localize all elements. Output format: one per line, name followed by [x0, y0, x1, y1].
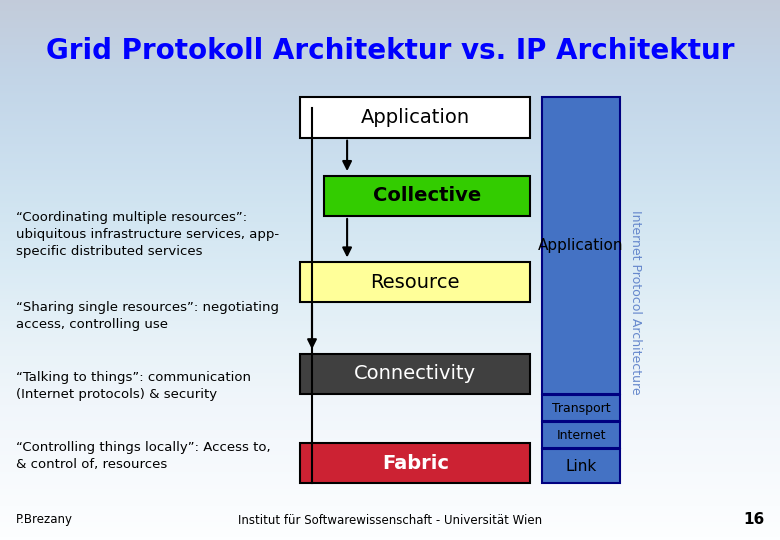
Text: Application: Application: [538, 238, 624, 253]
Text: 16: 16: [743, 511, 764, 526]
Text: “Coordinating multiple resources”:
ubiquitous infrastructure services, app-
spec: “Coordinating multiple resources”: ubiqu…: [16, 211, 278, 259]
Bar: [300, 97, 530, 138]
Text: Transport: Transport: [551, 402, 611, 415]
Bar: [542, 395, 620, 421]
Text: Fabric: Fabric: [382, 454, 448, 472]
Text: Application: Application: [361, 108, 470, 127]
Text: Grid Protokoll Architektur vs. IP Architektur: Grid Protokoll Architektur vs. IP Archit…: [46, 37, 734, 65]
Text: Internet: Internet: [556, 429, 606, 442]
Text: Resource: Resource: [370, 273, 460, 292]
Bar: [542, 449, 620, 483]
Text: Internet Protocol Architecture: Internet Protocol Architecture: [629, 210, 642, 395]
Bar: [542, 422, 620, 448]
Bar: [324, 176, 530, 216]
Text: “Sharing single resources”: negotiating
access, controlling use: “Sharing single resources”: negotiating …: [16, 301, 278, 331]
Bar: [300, 262, 530, 302]
Bar: [300, 354, 530, 394]
Text: Link: Link: [566, 459, 597, 474]
Bar: [542, 97, 620, 394]
Bar: [300, 443, 530, 483]
Text: Institut für Softwarewissenschaft - Universität Wien: Institut für Softwarewissenschaft - Univ…: [238, 514, 542, 526]
Text: “Controlling things locally”: Access to,
& control of, resources: “Controlling things locally”: Access to,…: [16, 441, 270, 471]
Text: “Talking to things”: communication
(Internet protocols) & security: “Talking to things”: communication (Inte…: [16, 371, 250, 401]
Text: Collective: Collective: [373, 186, 481, 205]
Text: Connectivity: Connectivity: [354, 364, 477, 383]
Text: P.Brezany: P.Brezany: [16, 514, 73, 526]
